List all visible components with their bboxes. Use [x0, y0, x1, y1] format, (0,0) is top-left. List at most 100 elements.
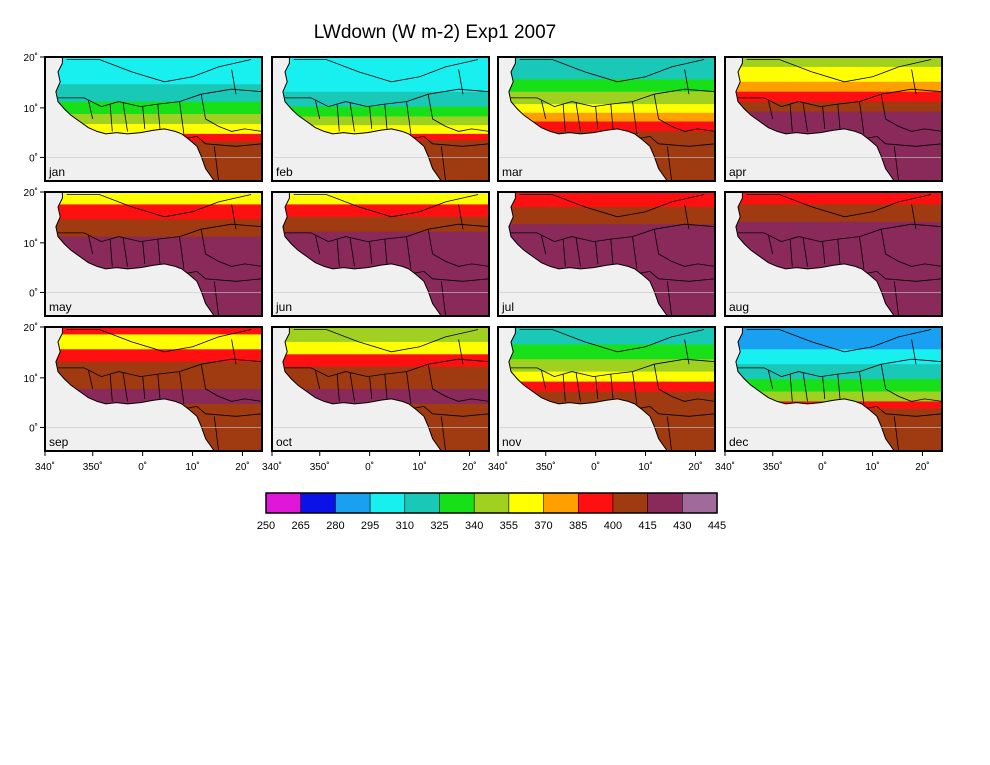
border-line: [511, 223, 715, 243]
border-line: [66, 194, 252, 218]
value-band: [735, 391, 942, 402]
border-line: [122, 102, 128, 132]
value-band: [508, 57, 715, 80]
colorbar-label: 265: [292, 520, 310, 532]
border-line: [859, 101, 865, 134]
border-line: [911, 204, 917, 230]
y-tick-label: 0˚: [29, 152, 38, 164]
map-panel-feb: feb: [271, 56, 490, 182]
value-band: [735, 81, 942, 93]
map-panel-sep: sep: [44, 326, 263, 452]
x-tick-label: 10˚: [412, 461, 426, 473]
border-line: [837, 104, 841, 129]
y-tick-label: 0˚: [29, 287, 38, 299]
x-tick-label: 340˚: [715, 461, 735, 473]
border-line: [519, 59, 705, 83]
colorbar-swatch: [473, 492, 510, 514]
x-tick-label: 340˚: [262, 461, 282, 473]
month-label: jul: [501, 300, 514, 314]
month-label: jan: [48, 165, 65, 179]
border-line: [541, 235, 547, 255]
coastline: [735, 191, 943, 317]
value-band: [508, 327, 715, 345]
coastline: [735, 326, 943, 452]
x-tick-label: 350˚: [763, 461, 783, 473]
value-band: [282, 91, 489, 108]
country-borders: [285, 329, 489, 451]
border-line: [349, 102, 355, 132]
map-panel-dec: dec: [724, 326, 943, 452]
border-line: [511, 358, 715, 378]
map-panel-jun: jun: [271, 191, 490, 317]
border-line: [519, 194, 705, 218]
border-line: [179, 101, 185, 134]
x-tick-label: 350˚: [83, 461, 103, 473]
x-tick-label: 20˚: [462, 461, 476, 473]
border-line: [58, 223, 263, 243]
value-band: [735, 327, 942, 350]
colorbar-swatch: [508, 492, 545, 514]
border-line: [336, 374, 340, 402]
x-tick-label: 10˚: [638, 461, 652, 473]
border-line: [802, 102, 808, 132]
border-line: [802, 237, 808, 267]
colorbar-label: 385: [569, 520, 587, 532]
border-line: [863, 270, 942, 282]
border-line: [595, 376, 599, 399]
border-line: [666, 281, 672, 316]
border-line: [893, 146, 899, 181]
x-tick-label: 0˚: [591, 461, 600, 473]
country-borders: [58, 59, 263, 181]
map-panel-may: may: [44, 191, 263, 317]
value-band: [282, 354, 489, 368]
border-line: [406, 101, 412, 134]
border-line: [200, 229, 263, 267]
x-tick-label: 0˚: [138, 461, 147, 473]
border-line: [410, 405, 489, 417]
value-band: [508, 344, 715, 360]
colorbar-label: 430: [673, 520, 691, 532]
border-line: [58, 358, 263, 378]
colorbar-swatch: [335, 492, 371, 514]
border-line: [458, 69, 464, 95]
border-line: [837, 374, 841, 399]
colorbar-swatch: [682, 492, 718, 514]
border-line: [336, 104, 340, 132]
value-band: [55, 361, 262, 390]
panel-frame: [497, 56, 716, 182]
border-line: [789, 374, 793, 402]
border-line: [200, 364, 263, 402]
coastline: [55, 56, 263, 182]
border-line: [109, 239, 113, 267]
border-line: [88, 100, 94, 120]
map-panel-jul: jul: [497, 191, 716, 317]
value-band: [282, 341, 489, 355]
border-line: [293, 329, 479, 353]
border-line: [575, 102, 581, 132]
border-line: [369, 376, 373, 399]
value-band: [508, 192, 715, 208]
border-line: [746, 194, 932, 218]
value-band: [282, 57, 489, 93]
border-line: [746, 59, 932, 83]
value-band: [508, 359, 715, 373]
border-line: [893, 416, 899, 451]
border-line: [369, 106, 373, 129]
value-band: [735, 91, 942, 103]
value-band: [55, 84, 262, 103]
border-line: [789, 104, 793, 132]
border-line: [822, 241, 826, 264]
value-band: [735, 192, 942, 205]
value-band: [735, 204, 942, 223]
map-panel-jan: jan: [44, 56, 263, 182]
border-line: [410, 270, 489, 282]
border-line: [768, 370, 774, 390]
border-line: [653, 229, 715, 267]
border-line: [863, 405, 942, 417]
colorbar-label: 295: [361, 520, 379, 532]
colorbar-swatch: [543, 492, 579, 514]
panel-frame: [271, 326, 490, 452]
x-tick-label: 20˚: [688, 461, 702, 473]
border-line: [666, 146, 672, 181]
